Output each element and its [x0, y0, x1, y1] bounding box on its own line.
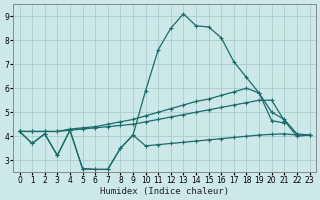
- X-axis label: Humidex (Indice chaleur): Humidex (Indice chaleur): [100, 187, 229, 196]
